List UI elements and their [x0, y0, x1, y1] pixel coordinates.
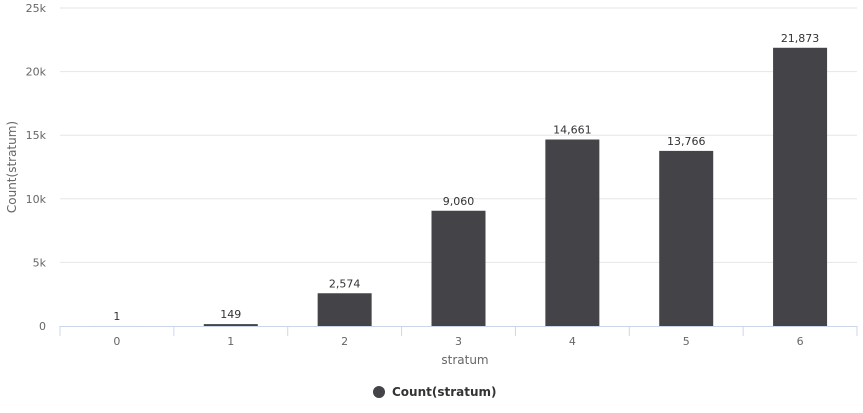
y-tick-label: 10k: [26, 193, 47, 206]
data-label: 14,661: [553, 124, 592, 137]
bar[interactable]: [545, 140, 599, 326]
x-tick-label: 0: [113, 335, 120, 348]
y-tick-label: 15k: [26, 129, 47, 142]
data-label: 21,873: [781, 32, 820, 45]
data-label: 2,574: [329, 277, 361, 290]
x-tick-label: 4: [569, 335, 576, 348]
data-label: 13,766: [667, 135, 706, 148]
bar[interactable]: [659, 151, 713, 326]
data-label: 1: [113, 310, 120, 323]
y-axis-title: Count(stratum): [5, 121, 19, 213]
y-tick-label: 20k: [26, 66, 47, 79]
bar[interactable]: [432, 211, 486, 326]
x-tick-label: 3: [455, 335, 462, 348]
x-tick-label: 2: [341, 335, 348, 348]
legend-marker-icon: [373, 386, 385, 398]
x-axis: 0 1 2 3 4 5 6: [60, 326, 857, 348]
bar[interactable]: [773, 48, 827, 326]
x-tick-label: 6: [797, 335, 804, 348]
y-tick-label: 25k: [26, 2, 47, 15]
bars: [90, 48, 827, 326]
y-tick-label: 5k: [33, 256, 47, 269]
x-tick-label: 5: [683, 335, 690, 348]
bar[interactable]: [204, 324, 258, 326]
x-tick-label: 1: [227, 335, 234, 348]
bar[interactable]: [318, 293, 372, 326]
x-axis-title: stratum: [441, 353, 488, 367]
y-tick-label: 0: [39, 320, 46, 333]
legend-label: Count(stratum): [392, 385, 497, 399]
data-label: 9,060: [443, 195, 475, 208]
legend[interactable]: Count(stratum): [373, 385, 497, 399]
data-label: 149: [220, 308, 241, 321]
